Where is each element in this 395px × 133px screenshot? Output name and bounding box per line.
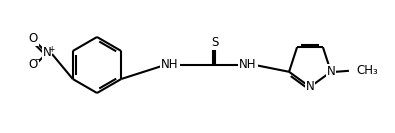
Text: N: N (327, 65, 335, 78)
Text: NH: NH (161, 59, 179, 72)
Text: N: N (306, 80, 314, 93)
Text: CH₃: CH₃ (356, 64, 378, 77)
Text: O: O (28, 32, 38, 45)
Text: NH: NH (239, 59, 257, 72)
Text: O: O (28, 59, 38, 72)
Text: +: + (48, 45, 54, 53)
Text: N: N (43, 47, 51, 59)
Text: S: S (211, 36, 219, 49)
Text: −: − (34, 55, 41, 65)
